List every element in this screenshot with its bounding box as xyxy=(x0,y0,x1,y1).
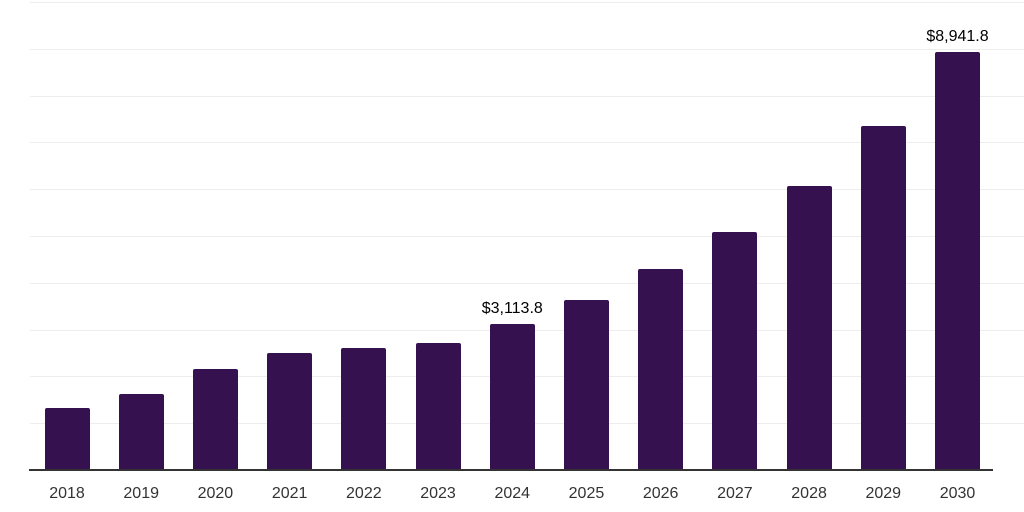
gridline-5000 xyxy=(30,236,1024,237)
x-tick-2022: 2022 xyxy=(346,485,382,502)
bar-2028 xyxy=(786,185,832,470)
x-tick-2029: 2029 xyxy=(865,485,902,502)
bar-2020 xyxy=(192,369,238,470)
bar-2029 xyxy=(860,126,906,470)
gridline-7000 xyxy=(30,142,1024,144)
x-tick-2024: 2024 xyxy=(494,485,531,502)
x-tick-2023: 2023 xyxy=(420,485,456,502)
bar-2023 xyxy=(415,342,461,470)
x-tick-2028: 2028 xyxy=(791,485,827,502)
bar-2019 xyxy=(118,394,164,470)
x-axis-line xyxy=(29,469,993,471)
x-tick-2020: 2020 xyxy=(197,485,234,502)
bar-2026 xyxy=(638,269,684,470)
bar-2027 xyxy=(712,232,758,470)
bar-2025 xyxy=(563,300,609,470)
x-tick-2030: 2030 xyxy=(939,485,976,502)
gridline-9000 xyxy=(30,48,1024,50)
bar-2022 xyxy=(341,348,387,470)
value-label-2024: $3,113.8 xyxy=(481,300,543,318)
bar-2030 xyxy=(935,51,980,470)
x-tick-2026: 2026 xyxy=(642,485,679,502)
gridline-4000 xyxy=(30,282,1024,284)
x-tick-2027: 2027 xyxy=(717,485,753,502)
x-tick-2019: 2019 xyxy=(123,485,159,502)
gridline-6000 xyxy=(30,189,1024,191)
x-tick-2021: 2021 xyxy=(271,485,308,502)
bar-2021 xyxy=(267,353,313,470)
value-label-2030: $8,941.8 xyxy=(926,27,989,45)
gridline-10000 xyxy=(30,2,1024,3)
gridline-8000 xyxy=(30,95,1024,97)
x-tick-2025: 2025 xyxy=(568,485,605,502)
bar-2018 xyxy=(44,407,90,470)
bar-2024 xyxy=(489,324,535,470)
x-tick-2018: 2018 xyxy=(49,485,85,502)
